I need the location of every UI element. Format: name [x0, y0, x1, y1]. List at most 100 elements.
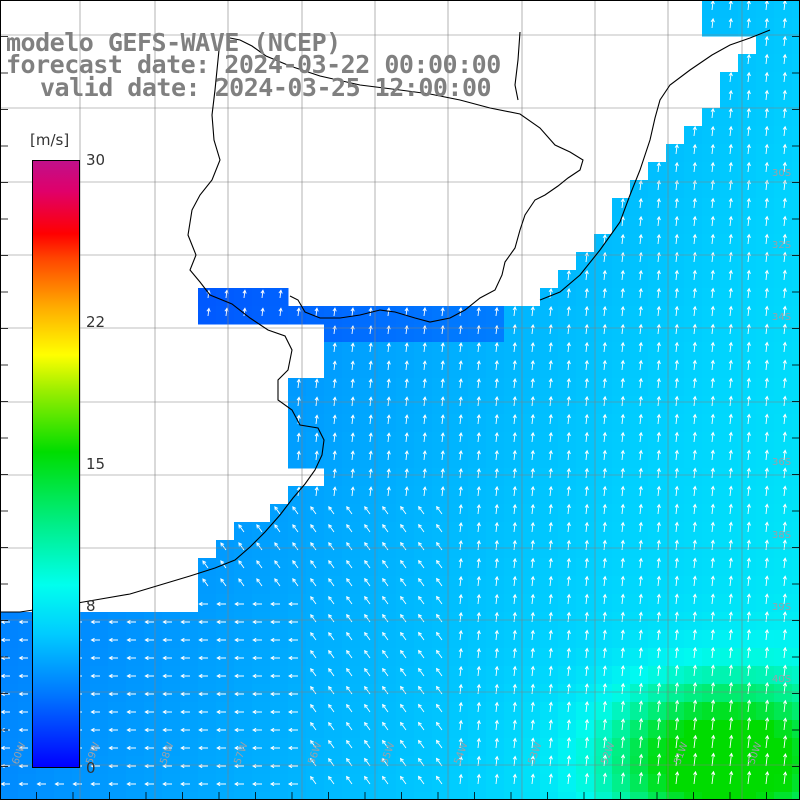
wind-arrow: [657, 753, 662, 767]
wind-arrow: [710, 215, 715, 227]
wind-speed-cell: [522, 666, 541, 685]
wind-speed-cell: [468, 540, 487, 559]
wind-speed-cell: [792, 612, 800, 631]
wind-arrow: [198, 781, 208, 787]
wind-speed-cell: [612, 252, 631, 271]
wind-speed-cell: [612, 522, 631, 541]
wind-speed-cell: [216, 774, 235, 793]
wind-arrow: [260, 289, 265, 299]
wind-arrow: [364, 559, 371, 569]
wind-speed-cell: [18, 666, 37, 685]
wind-arrow: [180, 691, 190, 697]
wind-arrow: [494, 503, 499, 515]
wind-arrow: [782, 629, 787, 641]
wind-speed-cell: [594, 792, 613, 800]
wind-arrow: [620, 395, 625, 407]
wind-speed-cell: [486, 792, 505, 800]
wind-speed-cell: [504, 414, 523, 433]
wind-arrow: [566, 359, 571, 371]
wind-arrow: [382, 721, 389, 731]
wind-arrow: [238, 578, 245, 587]
wind-speed-cell: [522, 576, 541, 595]
wind-arrow: [692, 521, 697, 533]
wind-arrow: [674, 413, 679, 425]
wind-speed-cell: [540, 378, 559, 397]
wind-speed-cell: [756, 576, 775, 595]
wind-arrow: [728, 431, 733, 443]
wind-arrow: [332, 396, 337, 407]
wind-speed-cell: [756, 18, 775, 37]
wind-speed-cell: [468, 774, 487, 793]
wind-speed-cell: [702, 738, 721, 757]
wind-speed-cell: [756, 36, 775, 55]
wind-arrow: [548, 557, 553, 569]
wind-arrow: [530, 485, 535, 497]
wind-speed-cell: [342, 360, 361, 379]
wind-arrow: [530, 557, 535, 569]
wind-speed-cell: [666, 612, 685, 631]
wind-speed-cell: [162, 630, 181, 649]
wind-arrow: [422, 414, 427, 425]
wind-arrow: [90, 637, 100, 643]
wind-arrow: [728, 467, 733, 479]
wind-arrow: [180, 727, 190, 733]
wind-arrow: [0, 745, 10, 751]
wind-speed-cell: [630, 342, 649, 361]
wind-arrow: [548, 737, 553, 749]
wind-arrow: [278, 307, 283, 317]
wind-speed-cell: [792, 198, 800, 217]
wind-speed-cell: [126, 720, 145, 739]
wind-speed-cell: [342, 468, 361, 487]
wind-speed-cell: [558, 324, 577, 343]
wind-arrow: [602, 503, 607, 515]
wind-arrow: [368, 396, 373, 407]
wind-arrow: [287, 781, 298, 787]
wind-speed-cell: [504, 342, 523, 361]
wind-speed-cell: [378, 450, 397, 469]
wind-speed-cell: [522, 486, 541, 505]
wind-speed-cell: [540, 432, 559, 451]
wind-arrow: [18, 745, 28, 751]
wind-arrow: [746, 377, 751, 389]
wind-speed-cell: [504, 450, 523, 469]
wind-arrow: [328, 631, 335, 641]
wind-speed-cell: [720, 342, 739, 361]
wind-speed-cell: [504, 648, 523, 667]
wind-arrow: [364, 541, 371, 551]
wind-arrow: [602, 629, 607, 641]
wind-arrow: [746, 305, 751, 317]
wind-speed-cell: [0, 774, 19, 793]
wind-arrow: [638, 269, 643, 281]
wind-speed-cell: [594, 468, 613, 487]
wind-arrow: [162, 673, 172, 679]
wind-speed-cell: [216, 306, 235, 325]
wind-arrow: [548, 305, 553, 317]
wind-arrow: [782, 646, 787, 659]
wind-arrow: [602, 233, 607, 245]
wind-arrow: [162, 619, 172, 625]
wind-speed-cell: [522, 468, 541, 487]
wind-speed-cell: [666, 378, 685, 397]
wind-speed-cell: [576, 522, 595, 541]
wind-speed-cell: [684, 396, 703, 415]
wind-speed-cell: [720, 180, 739, 199]
wind-arrow: [530, 324, 535, 335]
wind-arrow: [710, 539, 715, 551]
wind-speed-cell: [522, 306, 541, 325]
wind-arrow: [288, 673, 298, 679]
wind-speed-cell: [108, 630, 127, 649]
wind-arrow: [602, 539, 607, 551]
wind-speed-cell: [648, 270, 667, 289]
wind-speed-cell: [558, 558, 577, 577]
wind-arrow: [764, 89, 769, 101]
wind-arrow: [368, 468, 373, 479]
wind-arrow: [710, 485, 715, 497]
wind-arrow: [566, 629, 571, 641]
wind-speed-cell: [684, 684, 703, 703]
wind-arrow: [656, 323, 661, 335]
wind-arrow: [602, 269, 607, 281]
wind-speed-cell: [558, 630, 577, 649]
wind-speed-cell: [666, 774, 685, 793]
wind-speed-cell: [684, 576, 703, 595]
wind-arrow: [417, 775, 425, 785]
